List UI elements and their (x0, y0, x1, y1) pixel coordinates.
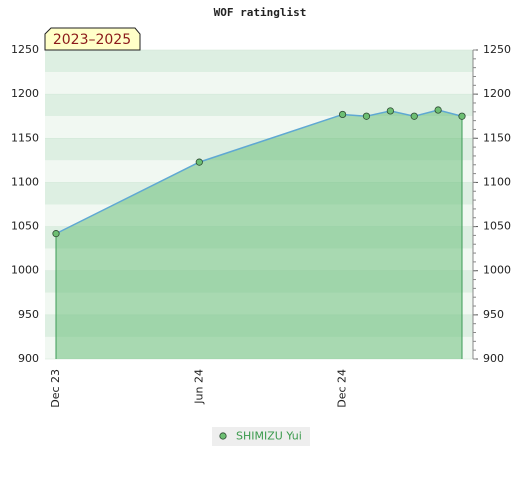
y-tick-label: 1050 (11, 220, 39, 233)
y-tick-label: 1200 (11, 87, 39, 100)
point (458, 112, 466, 120)
subtitle: 2023–2025 (53, 32, 131, 48)
line (55, 109, 463, 235)
point (338, 110, 347, 119)
legend-label: SHIMIZU Yui (236, 430, 302, 443)
y-tick-label-right: 1100 (483, 175, 511, 188)
legend-marker (219, 432, 227, 440)
band (45, 94, 473, 117)
point (434, 106, 442, 114)
x-tick-label: Jun 24 (192, 369, 205, 405)
point (195, 158, 203, 166)
y-tick-label-right: 1150 (483, 131, 511, 144)
x-tick-label: Dec 24 (336, 369, 349, 408)
chart-title: WOF ratinglist (214, 6, 307, 19)
y-tick-label-right: 1050 (483, 220, 511, 233)
y-tick-label: 1150 (11, 131, 39, 144)
point (52, 230, 60, 238)
band (45, 50, 473, 73)
y-tick-label: 1100 (11, 175, 39, 188)
x-tick-label: Dec 23 (49, 369, 62, 408)
subtitle-box (44, 27, 141, 51)
y-tick-label: 950 (18, 308, 39, 321)
y-tick-label-right: 1200 (483, 87, 511, 100)
y-tick-label: 1000 (11, 264, 39, 277)
point (362, 112, 371, 120)
y-tick-label-right: 1000 (483, 264, 511, 277)
area (56, 110, 462, 359)
point (386, 107, 394, 115)
y-tick-label: 1250 (11, 43, 39, 56)
band (45, 72, 473, 95)
y-tick-label: 900 (18, 352, 39, 365)
legend-box (212, 427, 310, 446)
point (410, 112, 418, 120)
y-tick-label-right: 1250 (483, 43, 511, 56)
y-tick-label-right: 950 (483, 308, 504, 321)
y-tick-label-right: 900 (483, 352, 504, 365)
